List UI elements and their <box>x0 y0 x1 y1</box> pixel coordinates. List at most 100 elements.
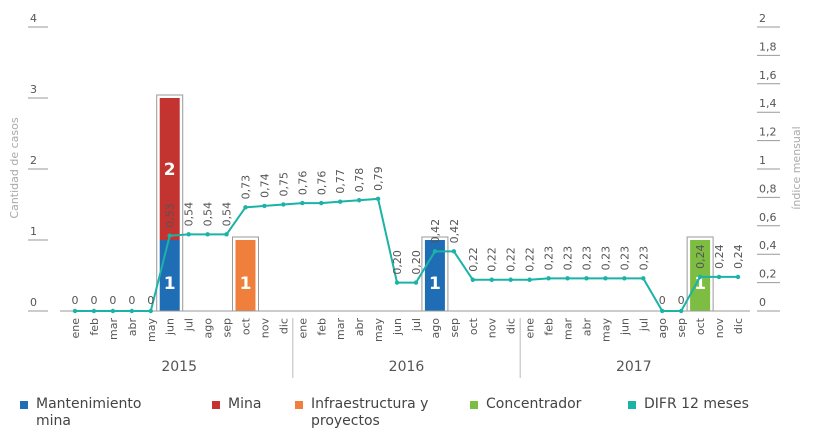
group-label: 2016 <box>389 359 425 375</box>
line-label: 0,20 <box>410 250 423 275</box>
legend-item: Mantenimiento mina <box>20 396 170 430</box>
x-tick-label: mar <box>107 318 120 340</box>
y-tick-label: 1 <box>30 225 37 238</box>
line-label: 0,20 <box>391 250 404 275</box>
x-tick-label: may <box>599 318 612 342</box>
x-tick-label: dic <box>277 318 290 334</box>
line <box>75 197 738 312</box>
line-point <box>205 232 210 237</box>
line-label: 0,23 <box>599 246 612 271</box>
line-point <box>186 232 191 237</box>
x-tick-label: sep <box>221 318 234 337</box>
bar-label: 1 <box>429 274 441 294</box>
line-label: 0,23 <box>543 246 556 271</box>
line-point <box>413 280 419 285</box>
y2-tick-label: 0,4 <box>759 239 777 252</box>
line-label: 0,79 <box>372 166 385 191</box>
y2-tick-label: 1,6 <box>759 69 777 82</box>
x-tick-label: ago <box>202 318 215 339</box>
legend-label: Infraestructura y proyectos <box>311 396 429 429</box>
line-label: 0,76 <box>296 171 309 196</box>
line-label: 0,78 <box>353 168 366 193</box>
legend-item: Concentrador <box>470 396 620 413</box>
x-tick-label: feb <box>543 318 556 336</box>
line-point <box>338 199 343 204</box>
line-point <box>394 280 400 285</box>
x-tick-label: abr <box>580 318 593 337</box>
line-point <box>262 203 267 209</box>
legend-swatch <box>295 401 303 409</box>
line-point <box>148 308 153 314</box>
line-label: 0,73 <box>239 175 252 200</box>
y2-tick-label: 0 <box>759 296 766 309</box>
group-label: 2017 <box>616 359 652 375</box>
legend-label: Mina <box>228 396 262 412</box>
line-label: 0,42 <box>448 219 461 244</box>
bar <box>159 98 180 240</box>
line-label: 0 <box>659 294 666 307</box>
line-label: 0,23 <box>637 246 650 271</box>
y-axis-label: Cantidad de casos <box>8 117 21 218</box>
line-point <box>603 276 608 281</box>
legend: Mantenimiento mina Mina Infraestructura y … <box>0 396 815 433</box>
bar-label: 1 <box>164 274 176 294</box>
line-label: 0 <box>128 294 135 307</box>
line-label: 0,23 <box>580 246 593 271</box>
x-tick-label: oct <box>239 317 252 335</box>
line-label: 0,42 <box>429 219 442 244</box>
line-point <box>356 198 362 203</box>
line-point <box>508 277 513 282</box>
line-label: 0,75 <box>277 172 290 197</box>
legend-swatch <box>470 401 478 409</box>
x-tick-label: dic <box>505 318 518 334</box>
x-tick-label: mar <box>562 318 575 340</box>
line-point <box>243 205 248 210</box>
line-point <box>660 308 665 314</box>
line-label: 0,23 <box>562 246 575 271</box>
x-tick-label: jun <box>164 318 177 336</box>
x-tick-label: jun <box>618 318 631 336</box>
line-point <box>224 232 229 237</box>
line-label: 0,22 <box>524 247 537 272</box>
x-tick-label: ago <box>656 318 669 339</box>
line-label: 0,22 <box>486 247 499 272</box>
line-point <box>470 277 475 282</box>
bar-label: 1 <box>694 274 706 294</box>
line-label: 0,77 <box>334 169 347 194</box>
line-label: 0,24 <box>713 244 726 269</box>
line-label: 0,54 <box>202 202 215 227</box>
legend-label: Mantenimiento mina <box>36 396 142 429</box>
legend-label: DIFR 12 meses <box>644 396 749 412</box>
x-tick-label: nov <box>486 318 499 339</box>
x-tick-label: sep <box>448 318 461 337</box>
y2-tick-label: 1,2 <box>759 126 777 139</box>
line-label: 0,24 <box>694 244 707 269</box>
line-point <box>281 202 286 207</box>
line-point <box>546 276 551 281</box>
x-tick-label: abr <box>126 318 139 337</box>
line-point <box>735 274 741 280</box>
line-label: 0,54 <box>183 202 196 227</box>
line-label: 0,54 <box>221 202 234 227</box>
x-tick-label: jun <box>391 318 404 336</box>
x-tick-label: feb <box>88 318 101 336</box>
line-label: 0,76 <box>315 171 328 196</box>
chart: Cantidad de casos índice mensual 0123400… <box>8 12 803 378</box>
x-tick-label: may <box>372 318 385 342</box>
line-label: 0,74 <box>258 173 271 198</box>
line-point <box>489 277 494 282</box>
line-point <box>110 308 116 314</box>
line-label: 0,23 <box>618 246 631 271</box>
line-point <box>678 308 684 314</box>
line-point <box>300 200 305 206</box>
x-tick-label: feb <box>315 318 328 336</box>
legend-swatch <box>212 401 220 409</box>
line-point <box>319 200 324 206</box>
line-point <box>432 249 438 254</box>
x-tick-label: jul <box>410 318 423 332</box>
legend-item: Mina <box>212 396 287 413</box>
line-label: 0 <box>109 294 116 307</box>
legend-swatch <box>628 401 636 409</box>
line-label: 0 <box>72 294 79 307</box>
